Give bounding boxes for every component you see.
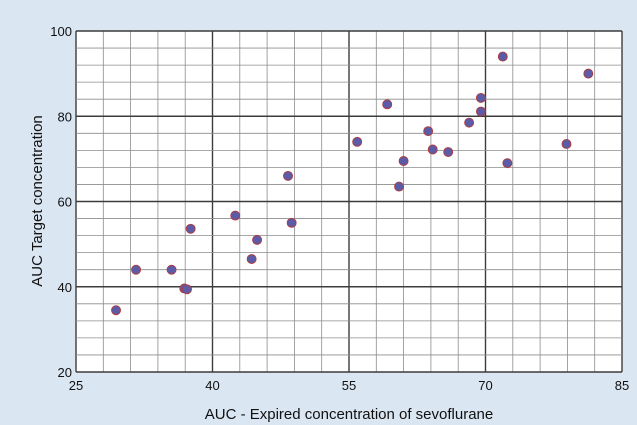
data-point [476,92,486,103]
data-point [394,181,404,192]
data-point [252,234,263,245]
data-point [423,126,434,137]
y-tick-label: 40 [58,280,72,295]
data-point [427,144,438,155]
data-point [166,264,177,275]
y-tick-labels: 20 40 60 80 100 [50,24,72,380]
x-tick-label: 55 [342,378,356,393]
x-tick-label: 25 [69,378,83,393]
y-tick-label: 80 [58,109,72,124]
data-point [398,156,409,166]
data-point [382,99,393,110]
data-point [561,139,572,149]
data-point [583,68,594,79]
y-tick-label: 20 [58,365,72,380]
grid [75,30,623,373]
data-point [502,158,513,169]
data-point [476,106,486,117]
data-point [230,210,241,221]
y-axis-title: AUC Target concentration [29,115,46,286]
x-tick-label: 40 [205,378,219,393]
x-axis-title: AUC - Expired concentration of sevoflura… [205,406,493,423]
data-point [131,264,142,275]
data-point [283,170,293,181]
data-point [246,254,257,264]
data-point [464,117,475,128]
x-tick-label: 85 [615,378,629,393]
data-point [182,284,192,295]
data-point [352,136,363,147]
data-point [443,147,454,158]
data-point [286,217,297,228]
data-points [111,51,594,316]
data-point [185,223,196,234]
x-tick-labels: 25 40 55 70 85 [69,378,629,393]
data-point [111,305,121,316]
x-tick-label: 70 [478,378,492,393]
data-point [497,51,508,62]
y-tick-label: 100 [50,24,72,39]
y-tick-label: 60 [58,195,72,210]
